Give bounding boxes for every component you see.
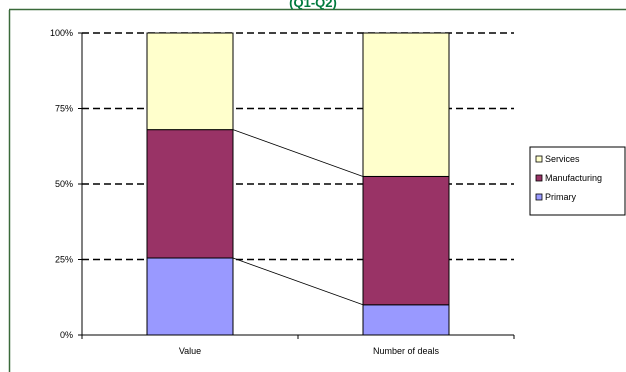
- y-tick-label-1: 25%: [55, 255, 73, 265]
- bar-manufacturing-1: [362, 175, 450, 306]
- y-tick-label-4: 100%: [50, 28, 73, 38]
- y-tick-label-2: 50%: [55, 179, 73, 189]
- bars-layer: [146, 32, 450, 336]
- legend-swatch-services: [535, 155, 543, 163]
- y-tick-label-0: 0%: [60, 330, 73, 340]
- legend-label-primary: Primary: [545, 192, 576, 202]
- axes-layer: 0% 25% 50% 75% 100% Value Number of deals: [50, 28, 515, 356]
- legend-box: [529, 146, 626, 216]
- chart-title: (Q1-Q2): [289, 0, 337, 10]
- series-lines-layer: [232, 129, 364, 306]
- legend-label-manufacturing: Manufacturing: [545, 173, 602, 183]
- bar-services-1: [362, 32, 450, 177]
- series-line-primary: [232, 257, 364, 306]
- legend-swatch-primary: [535, 193, 543, 201]
- bar-services-0: [146, 32, 234, 131]
- bar-primary-0: [146, 257, 234, 336]
- y-tick-label-3: 75%: [55, 104, 73, 114]
- legend-label-services: Services: [545, 154, 580, 164]
- x-tick-label-0: Value: [179, 346, 201, 356]
- legend-swatch-manufacturing: [535, 174, 543, 182]
- series-line-manufacturing: [232, 129, 364, 177]
- bar-primary-1: [362, 304, 450, 336]
- bar-manufacturing-0: [146, 129, 234, 259]
- legend: Services Manufacturing Primary: [529, 146, 626, 216]
- x-tick-label-1: Number of deals: [373, 346, 440, 356]
